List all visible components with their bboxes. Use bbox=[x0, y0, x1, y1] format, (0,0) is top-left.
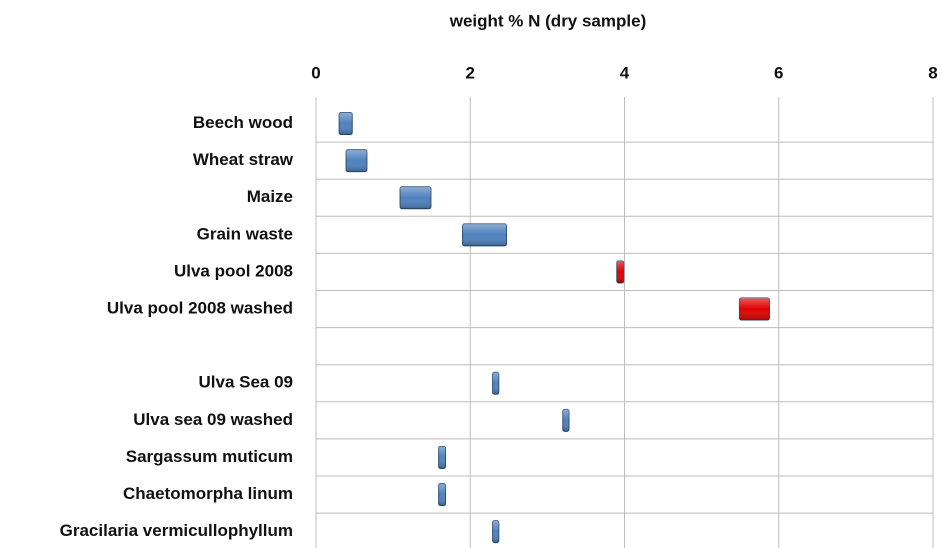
x-tick-label: 2 bbox=[466, 63, 475, 82]
bar-shine bbox=[616, 260, 624, 283]
x-tick-label: 8 bbox=[928, 63, 937, 82]
bar-shine bbox=[462, 223, 507, 246]
y-tick-label: Maize bbox=[247, 187, 293, 206]
bar-shine bbox=[492, 520, 499, 543]
y-tick-label: Gracilaria vermicullophyllum bbox=[60, 521, 293, 540]
bar-shine bbox=[562, 409, 569, 432]
bar-shine bbox=[438, 483, 446, 506]
y-tick-label: Sargassum muticum bbox=[126, 447, 293, 466]
y-tick-label: Beech wood bbox=[193, 113, 293, 132]
bar-shine bbox=[339, 112, 353, 135]
bar-shine bbox=[492, 372, 499, 395]
y-tick-label: Ulva Sea 09 bbox=[198, 373, 293, 392]
bar-shine bbox=[438, 446, 446, 469]
x-tick-label: 6 bbox=[774, 63, 783, 82]
y-tick-label: Ulva pool 2008 bbox=[174, 261, 293, 280]
bar-shine bbox=[400, 186, 431, 209]
y-tick-label: Chaetomorpha linum bbox=[123, 484, 293, 503]
y-tick-label: Wheat straw bbox=[193, 150, 294, 169]
bar-shine bbox=[739, 298, 770, 321]
chart-title: weight % N (dry sample) bbox=[449, 11, 646, 30]
y-tick-label: Ulva sea 09 washed bbox=[133, 410, 293, 429]
bar-shine bbox=[346, 149, 367, 172]
x-tick-label: 4 bbox=[620, 63, 630, 82]
y-tick-label: Grain waste bbox=[197, 224, 293, 243]
x-tick-label: 0 bbox=[311, 63, 320, 82]
y-tick-label: Ulva pool 2008 washed bbox=[107, 299, 293, 318]
